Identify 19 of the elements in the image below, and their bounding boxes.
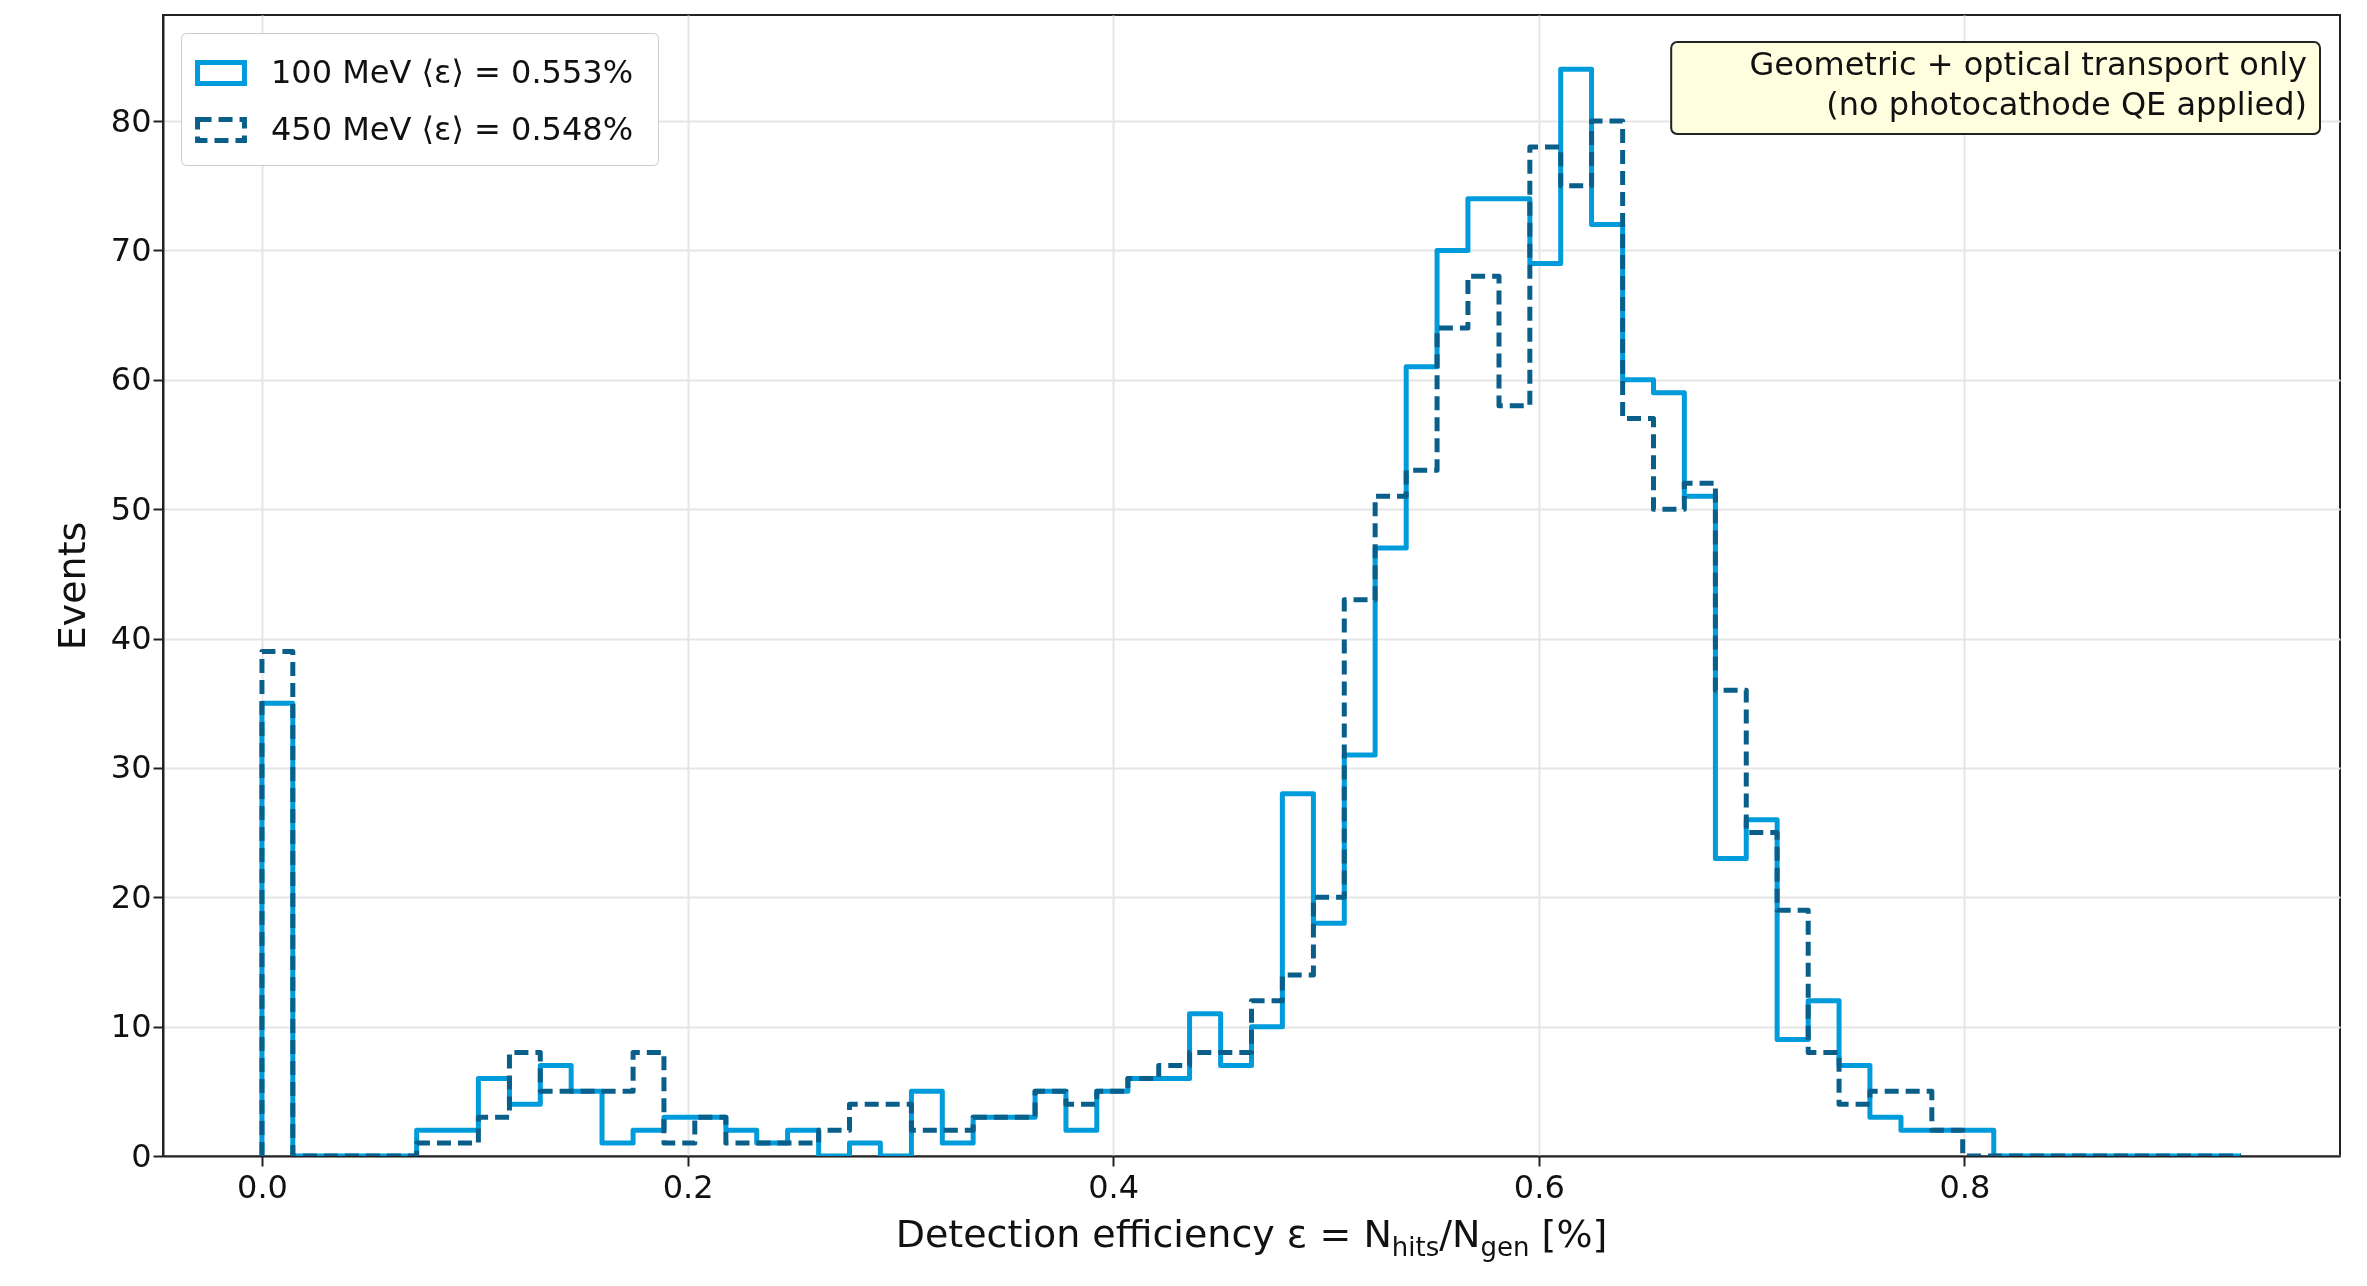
y-tick-label: 10	[110, 1007, 152, 1046]
y-tick-label: 20	[110, 877, 152, 916]
y-axis-title: Events	[49, 521, 94, 651]
legend-label: 100 MeV ⟨ε⟩ = 0.553%	[271, 53, 634, 91]
x-tick-label: 0.6	[1513, 1167, 1565, 1206]
x-tick-label: 0.2	[662, 1167, 714, 1206]
x-axis-title: Detection efficiency ε = N$_{hits}$/N$_{gen}$ [%]	[894, 1212, 1609, 1262]
y-tick-label: 80	[110, 101, 152, 140]
y-tick-label: 60	[110, 360, 152, 399]
x-tick-label: 0.4	[1088, 1167, 1140, 1206]
y-tick-label: 30	[110, 748, 152, 787]
x-tick-label: 0.0	[237, 1167, 288, 1206]
x-tick-label: 0.8	[1939, 1167, 1991, 1206]
y-tick-label: 40	[110, 619, 152, 658]
y-tick-label: 70	[110, 230, 152, 269]
y-tick-label: 0	[131, 1136, 152, 1175]
legend-label: 450 MeV ⟨ε⟩ = 0.548%	[271, 110, 634, 148]
y-tick-label: 50	[110, 489, 152, 528]
annotation: Geometric + optical transport only (no photocathode QE applied)	[1749, 45, 2307, 123]
